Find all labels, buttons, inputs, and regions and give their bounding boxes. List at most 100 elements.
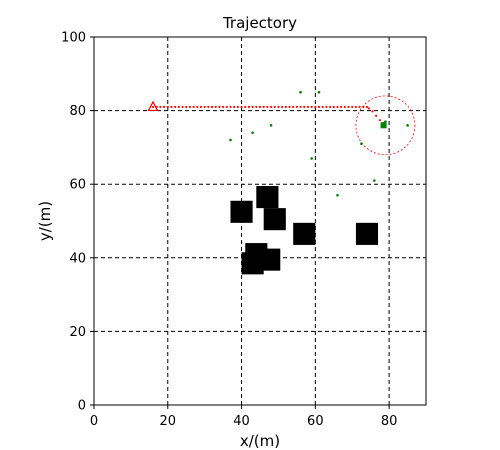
x-tick-label: 0 (90, 414, 98, 429)
trajectory-point (292, 105, 295, 109)
trajectory-point (354, 105, 358, 109)
trajectory-point (365, 105, 369, 109)
trajectory-point (277, 105, 280, 109)
obstacle (230, 200, 253, 223)
green-point (384, 120, 387, 123)
trajectory-point (317, 105, 321, 109)
trajectory-point (336, 105, 339, 109)
trajectory-point (166, 105, 169, 109)
trajectory-point (325, 105, 328, 109)
trajectory-point (303, 105, 306, 109)
trajectory-point (210, 105, 214, 109)
trajectory-point (203, 105, 206, 109)
trajectory-point (332, 105, 335, 109)
trajectory-point (266, 105, 269, 109)
trajectory-point (371, 110, 374, 113)
grid (94, 37, 426, 405)
green-point (310, 157, 313, 160)
plot-frame (93, 36, 427, 406)
trajectory-point (340, 105, 343, 109)
trajectory-point (378, 119, 381, 122)
obstacles (230, 186, 379, 275)
trajectory-point (258, 105, 262, 109)
trajectory-point (229, 105, 232, 109)
trajectory-point (251, 105, 254, 109)
x-tick-label: 80 (381, 414, 398, 429)
y-tick-label: 80 (69, 104, 86, 119)
trajectory-point (218, 105, 221, 109)
trajectory-point (222, 105, 225, 109)
green-points (229, 90, 409, 197)
green-point (317, 90, 321, 94)
trajectory-point (233, 105, 236, 109)
trajectory-point (240, 105, 243, 109)
green-point (336, 193, 339, 197)
x-tick-label: 40 (233, 414, 250, 429)
obstacle (293, 222, 316, 245)
y-tick-label: 40 (69, 251, 86, 266)
trajectory-point (314, 105, 317, 109)
trajectory-point (288, 105, 291, 109)
green-point (373, 179, 376, 182)
trajectory-point (310, 105, 313, 109)
x-tick-label: 20 (160, 414, 177, 429)
trajectory-point (358, 105, 361, 109)
trajectory-point (347, 105, 350, 109)
target-marker (380, 122, 387, 129)
trajectory-point (375, 114, 378, 117)
trajectory-point (321, 105, 324, 109)
trajectory-point (174, 105, 177, 109)
trajectory-point (196, 105, 199, 109)
obstacle (256, 186, 279, 209)
x-axis-label: x/(m) (240, 432, 280, 450)
trajectory-point (214, 105, 217, 109)
green-point (229, 138, 232, 142)
trajectory-point (192, 105, 195, 109)
trajectory-point (269, 105, 273, 109)
trajectory-point (351, 105, 354, 109)
green-point (251, 131, 254, 134)
trajectory-point (181, 105, 184, 109)
start-marker (147, 100, 159, 112)
trajectory-point (255, 105, 258, 109)
y-axis-label: y/(m) (36, 201, 54, 241)
green-point (269, 124, 273, 127)
trajectory-point (273, 105, 276, 109)
target-circle (355, 95, 416, 156)
y-tick-label: 20 (69, 325, 86, 340)
trajectory-point (281, 105, 284, 109)
trajectory-point (151, 105, 155, 109)
obstacle (241, 252, 264, 275)
trajectory-point (247, 105, 251, 109)
y-tick-label: 0 (78, 399, 86, 414)
trajectory-point (199, 105, 203, 109)
x-tick-label: 60 (307, 414, 324, 429)
trajectory-point (343, 105, 346, 109)
trajectory-point (170, 105, 173, 109)
chart-title: Trajectory (222, 14, 297, 32)
green-point (360, 142, 363, 146)
trajectory-point (188, 105, 192, 109)
axis-ticks: 0 20 40 60 80 0 20 40 60 80 100 (61, 31, 397, 430)
trajectory-point (207, 105, 210, 109)
trajectory-point (367, 107, 370, 110)
trajectory-point (225, 105, 228, 109)
trajectory-point (362, 105, 365, 109)
y-tick-label: 100 (61, 31, 86, 46)
trajectory-point (262, 105, 265, 109)
trajectory-point (162, 105, 166, 109)
trajectory-point (284, 105, 287, 109)
trajectory-point (177, 105, 180, 109)
trajectory-point (306, 105, 310, 109)
trajectory (147, 95, 416, 156)
green-point (299, 90, 302, 94)
trajectory-point (159, 105, 162, 109)
trajectory-point (185, 105, 188, 109)
obstacle (355, 222, 379, 245)
trajectory-point (328, 105, 332, 109)
y-tick-label: 60 (69, 178, 86, 193)
trajectory-point (299, 105, 302, 109)
trajectory-point (236, 105, 239, 109)
trajectory-point (295, 105, 298, 109)
